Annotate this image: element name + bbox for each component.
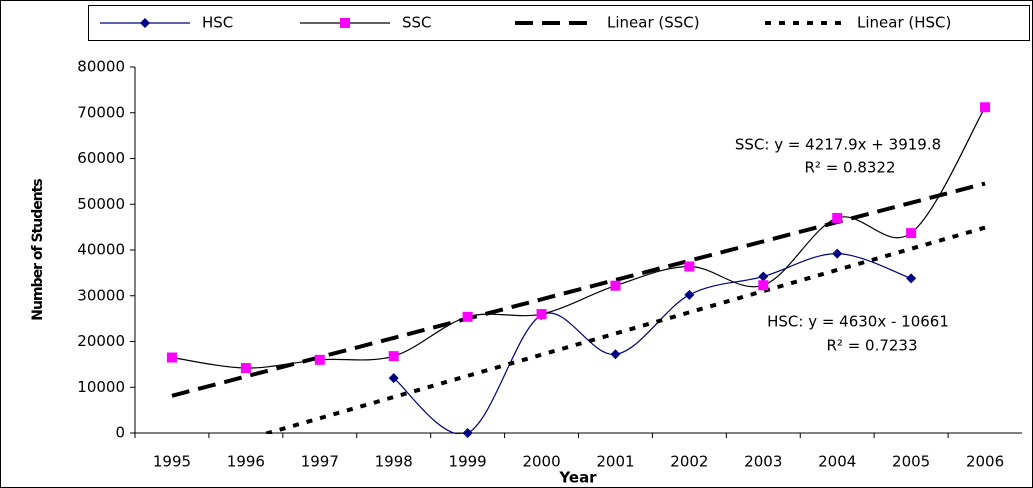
x-tick-label: 1998 [375, 453, 413, 471]
y-tick-label: 10000 [77, 378, 125, 396]
x-tick-label: 2002 [670, 453, 708, 471]
x-tick-label: 1996 [227, 453, 265, 471]
y-tick-label: 40000 [77, 241, 125, 259]
marker [832, 248, 843, 259]
marker [610, 280, 621, 291]
y-tick-label: 80000 [77, 58, 125, 76]
legend-label: Linear (SSC) [607, 14, 700, 32]
x-axis-title: Year [558, 469, 597, 487]
marker [462, 311, 473, 322]
annotation: HSC: y = 4630x - 10661 [767, 313, 949, 331]
x-tick-label: 2006 [966, 453, 1004, 471]
x-tick-label: 2003 [744, 453, 782, 471]
y-tick-label: 30000 [77, 286, 125, 304]
x-tick-label: 1995 [153, 453, 191, 471]
marker [758, 280, 769, 291]
legend-label: HSC [202, 14, 233, 32]
marker [462, 428, 473, 438]
marker [314, 354, 325, 365]
marker [166, 352, 177, 363]
marker [832, 212, 843, 223]
x-tick-label: 2001 [596, 453, 634, 471]
series-line [171, 181, 986, 398]
annotation: SSC: y = 4217.9x + 3919.8 [735, 136, 941, 154]
marker [758, 271, 769, 282]
legend-label: SSC [402, 14, 432, 32]
x-tick-label: 1997 [301, 453, 339, 471]
y-tick-label: 60000 [77, 149, 125, 167]
marker [140, 18, 150, 28]
marker [240, 363, 251, 374]
marker [684, 261, 695, 272]
marker [906, 273, 917, 284]
marker [906, 228, 917, 239]
series-line [257, 225, 986, 434]
x-tick-label: 2000 [522, 453, 560, 471]
marker [610, 349, 621, 360]
marker [388, 373, 399, 384]
marker [340, 18, 350, 28]
legend-label: Linear (HSC) [857, 14, 951, 32]
marker [684, 289, 695, 300]
x-tick-label: 2005 [892, 453, 930, 471]
y-axis-title: Number of Students [30, 179, 46, 321]
annotation: R² = 0.8322 [804, 159, 895, 177]
y-tick-label: 20000 [77, 332, 125, 350]
marker [536, 309, 547, 320]
y-tick-label: 70000 [77, 103, 125, 121]
x-tick-label: 2004 [818, 453, 856, 471]
marker [388, 351, 399, 362]
x-tick-label: 1999 [449, 453, 487, 471]
y-tick-label: 50000 [77, 195, 125, 213]
marker [980, 102, 991, 113]
y-tick-label: 0 [115, 424, 125, 442]
annotation: R² = 0.7233 [826, 337, 917, 355]
